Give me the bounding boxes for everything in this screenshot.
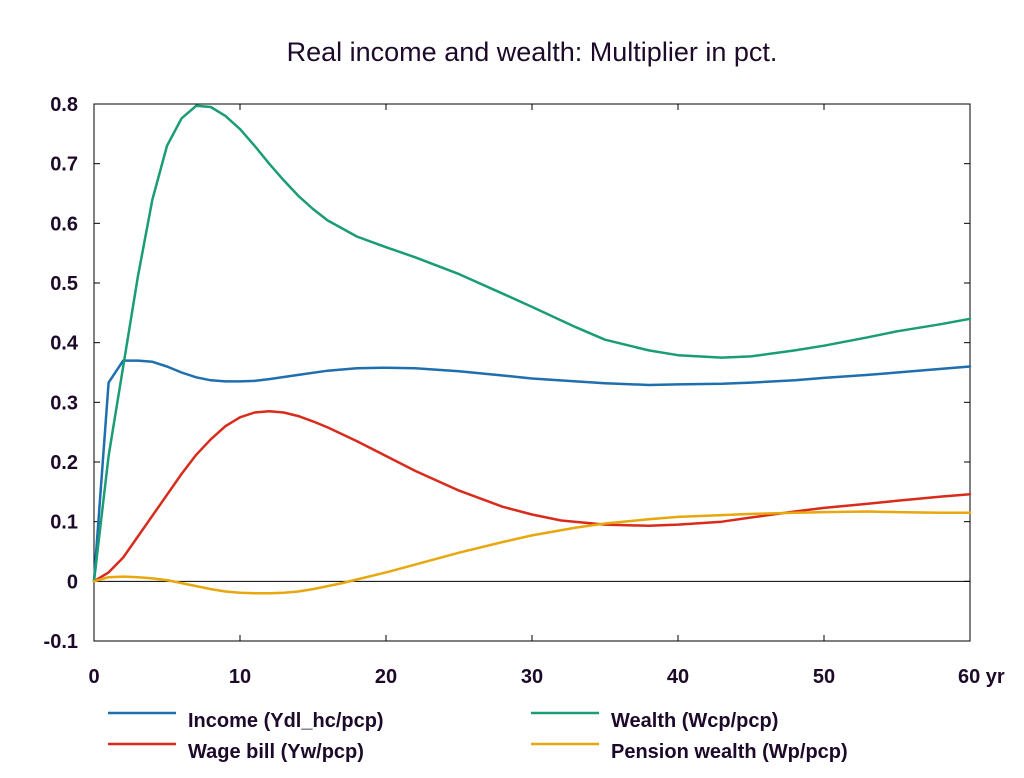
series-line-0: [92, 359, 972, 583]
plot-frame: [93, 103, 971, 642]
x-tick-label: 20: [375, 666, 397, 688]
y-tick-label: 0.4: [50, 333, 79, 355]
y-tick-label: 0.2: [50, 452, 78, 474]
series-line-2: [92, 104, 972, 583]
chart-title: Real income and wealth: Multiplier in pc…: [287, 37, 778, 67]
series-lines: [92, 104, 972, 595]
plot-border: [93, 103, 971, 642]
x-tick-label: 0: [88, 666, 99, 688]
y-tick-label: 0.7: [50, 154, 78, 176]
y-tick-label: 0.5: [50, 273, 78, 295]
legend-label-1: Wage bill (Yw/pcp): [188, 741, 364, 763]
legend-label-0: Income (Ydl_hc/pcp): [188, 710, 384, 732]
series-line-1: [92, 410, 972, 583]
axis-ticks: -0.1 0 0.1 0.2 0.3 0.4 0.5 0.6 0.7 0.8 0 10 20 30 40 50…: [44, 94, 1005, 688]
series-line-3: [92, 510, 972, 595]
y-tick-label: 0.3: [50, 392, 78, 414]
y-tick-label: 0.8: [50, 94, 78, 116]
y-tick-label: 0: [67, 571, 78, 593]
x-tick-label: 30: [521, 666, 543, 688]
y-tick-label: -0.1: [44, 631, 78, 653]
y-tick-label: 0.6: [50, 213, 78, 235]
x-tick-label: 50: [813, 666, 835, 688]
y-tick-label: 0.1: [50, 512, 78, 534]
legend-label-3: Pension wealth (Wp/pcp): [611, 741, 848, 763]
x-tick-label: 60 yr: [958, 666, 1005, 688]
legend: Income (Ydl_hc/pcp) Wage bill (Yw/pcp) Wea…: [108, 710, 848, 763]
x-tick-label: 10: [229, 666, 251, 688]
legend-label-2: Wealth (Wcp/pcp): [611, 710, 778, 732]
x-tick-label: 40: [667, 666, 689, 688]
